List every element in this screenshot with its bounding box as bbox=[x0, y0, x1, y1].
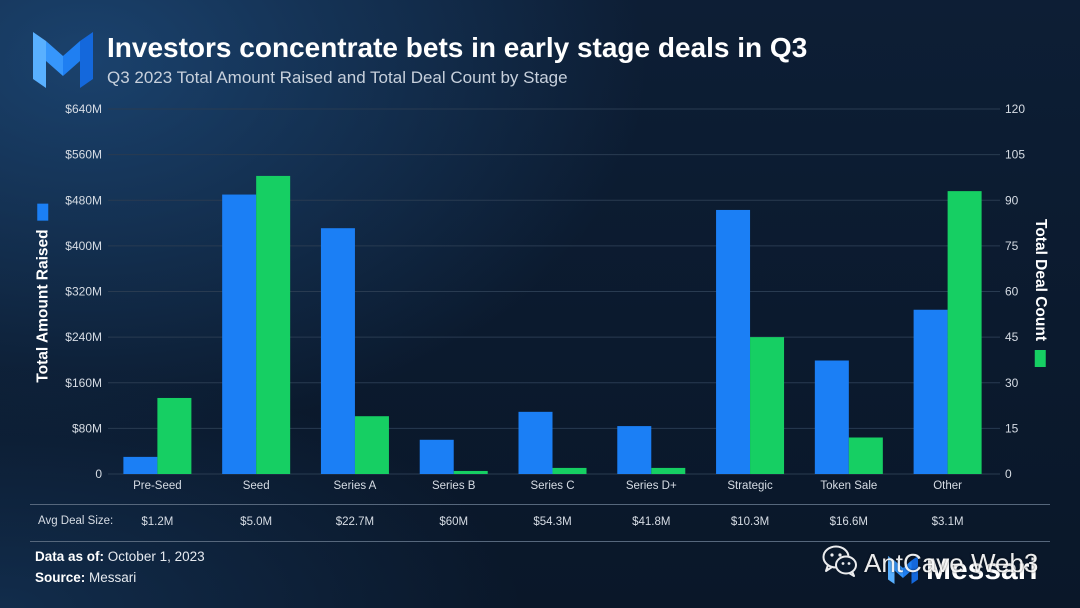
bar-total-deal-count bbox=[354, 416, 389, 474]
x-axis-category-label: Series A bbox=[334, 480, 377, 492]
wechat-icon bbox=[822, 545, 857, 577]
bar-total-amount-raised bbox=[716, 209, 751, 474]
avg-deal-size-value: $60M bbox=[439, 516, 468, 528]
avg-deal-size-value: $3.1M bbox=[932, 516, 964, 528]
bar-total-amount-raised bbox=[913, 309, 948, 474]
x-axis-category-label: Series C bbox=[530, 480, 574, 492]
bar-total-deal-count bbox=[750, 337, 785, 474]
bar-total-amount-raised bbox=[617, 426, 652, 474]
legend-swatch-total-deal-count bbox=[1034, 350, 1046, 367]
left-axis-tick-label: $240M bbox=[65, 330, 102, 344]
x-axis-category-label: Other bbox=[933, 480, 962, 492]
x-axis-category-label: Series B bbox=[432, 480, 476, 492]
x-axis-category-label: Pre-Seed bbox=[133, 480, 182, 492]
avg-deal-size-value: $16.6M bbox=[830, 516, 868, 528]
left-axis-tick-label: 0 bbox=[95, 467, 102, 481]
x-axis-category-label: Seed bbox=[243, 480, 270, 492]
source-label: Source: bbox=[35, 570, 86, 585]
watermark-text: AntCave Web3 bbox=[864, 548, 1039, 578]
messari-wordmark: Messari bbox=[926, 553, 1038, 586]
category-labels: Pre-Seed Seed Series A Series B Series C Seri… bbox=[133, 480, 962, 492]
avg-deal-size-value: $5.0M bbox=[240, 516, 272, 528]
chart-title: Investors concentrate bets in early stag… bbox=[107, 32, 808, 63]
left-axis-title: Total Amount Raised bbox=[34, 203, 52, 383]
x-axis-category-label: Token Sale bbox=[820, 480, 877, 492]
right-axis-title: Total Deal Count bbox=[1031, 219, 1049, 367]
bar-total-deal-count bbox=[947, 191, 982, 474]
right-axis-tick-label: 105 bbox=[1005, 148, 1025, 162]
bar-total-deal-count bbox=[256, 175, 291, 474]
right-axis-tick-label: 75 bbox=[1005, 239, 1019, 253]
divider-top bbox=[30, 504, 1050, 505]
bar-total-amount-raised bbox=[222, 194, 257, 474]
bar-total-deal-count bbox=[552, 467, 587, 474]
left-axis-tick-label: $80M bbox=[72, 421, 102, 435]
bar-total-deal-count bbox=[848, 437, 883, 474]
source-value: Messari bbox=[89, 570, 137, 585]
bar-total-deal-count bbox=[157, 397, 192, 474]
bars bbox=[123, 175, 982, 474]
bar-total-amount-raised bbox=[320, 228, 355, 474]
avg-deal-size-value: $54.3M bbox=[533, 516, 571, 528]
avg-deal-size-value: $41.8M bbox=[632, 516, 670, 528]
bar-total-amount-raised bbox=[419, 439, 454, 474]
right-axis-tick-label: 0 bbox=[1005, 467, 1012, 481]
right-axis-tick-label: 60 bbox=[1005, 285, 1019, 299]
left-axis-tick-label: $400M bbox=[65, 239, 102, 253]
legend-swatch-total-amount-raised bbox=[37, 203, 49, 221]
avg-deal-size-row: $1.2M $5.0M $22.7M $60M $54.3M $41.8M $10.3M $1… bbox=[141, 516, 963, 528]
right-axis-tick-label: 45 bbox=[1005, 330, 1019, 344]
divider-bottom bbox=[30, 541, 1050, 542]
left-axis-title-text: Total Amount Raised bbox=[34, 229, 52, 383]
x-axis-category-label: Series D+ bbox=[626, 480, 677, 492]
right-axis-tick-label: 30 bbox=[1005, 376, 1019, 390]
avg-deal-size-label: Avg Deal Size: bbox=[38, 515, 114, 527]
bar-total-amount-raised bbox=[518, 411, 553, 474]
messari-logo-icon bbox=[33, 32, 93, 88]
right-axis-title-text: Total Deal Count bbox=[1031, 219, 1049, 341]
avg-deal-size-value: $22.7M bbox=[336, 516, 374, 528]
right-axis-tick-label: 120 bbox=[1005, 102, 1025, 116]
bar-total-deal-count bbox=[453, 470, 488, 474]
left-axis-tick-label: $560M bbox=[65, 148, 102, 162]
left-axis-tick-label: $320M bbox=[65, 285, 102, 299]
left-axis-tick-label: $160M bbox=[65, 376, 102, 390]
x-axis-category-label: Strategic bbox=[727, 480, 773, 492]
bar-total-amount-raised bbox=[814, 360, 849, 474]
chart-subtitle: Q3 2023 Total Amount Raised and Total De… bbox=[107, 68, 568, 87]
avg-deal-size-value: $10.3M bbox=[731, 516, 769, 528]
left-axis-tick-label: $480M bbox=[65, 193, 102, 207]
data-as-of: Data as of: October 1, 2023 bbox=[35, 550, 205, 564]
avg-deal-size-value: $1.2M bbox=[141, 516, 173, 528]
bar-total-amount-raised bbox=[123, 456, 158, 474]
source: Source: Messari bbox=[35, 571, 136, 585]
right-axis-tick-label: 15 bbox=[1005, 421, 1019, 435]
data-as-of-value: October 1, 2023 bbox=[107, 549, 205, 564]
axis-ticks: 0 $80M $160M $240M $320M $400M $480M $560M $640M… bbox=[65, 102, 1025, 481]
left-axis-tick-label: $640M bbox=[65, 102, 102, 116]
bar-total-deal-count bbox=[651, 467, 686, 474]
right-axis-tick-label: 90 bbox=[1005, 193, 1019, 207]
messari-logo-icon bbox=[888, 556, 918, 584]
data-as-of-label: Data as of: bbox=[35, 549, 105, 564]
